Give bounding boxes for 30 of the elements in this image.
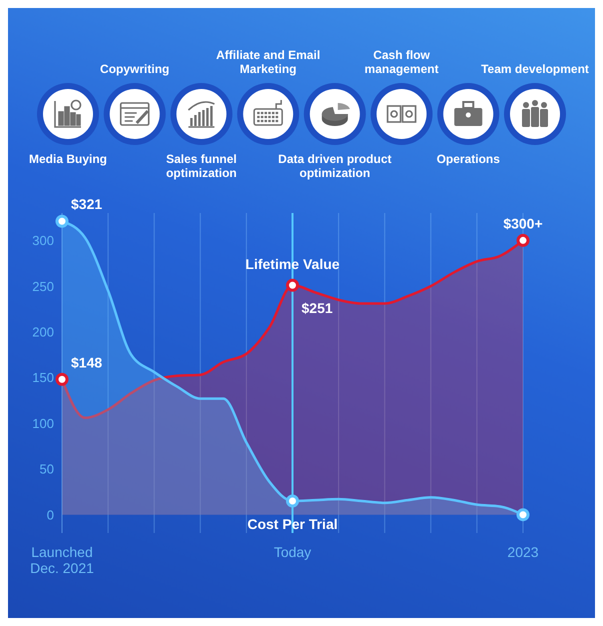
x-tick-label: Launched Dec. 2021 [30, 544, 94, 576]
data-label: $300+ [503, 215, 543, 232]
y-tick-label: 200 [32, 324, 54, 340]
data-label: $321 [71, 196, 102, 212]
point [286, 494, 299, 508]
x-tick-label: 2023 [507, 544, 539, 560]
data-label: $148 [71, 354, 102, 370]
x-tick-label: Today [274, 544, 312, 560]
text: Media Buying [28, 152, 108, 166]
series-label: Cost Per Trial [247, 516, 338, 532]
data-label: $251 [302, 300, 333, 316]
point [516, 508, 530, 522]
point [56, 372, 68, 386]
y-tick-label: 150 [32, 370, 54, 386]
text: Operations [436, 152, 501, 166]
point [286, 278, 299, 292]
y-tick-label: 50 [40, 462, 54, 477]
text: Affiliate and Email Marketing [215, 48, 322, 76]
point [516, 234, 530, 247]
text: Data driven product optimization [277, 152, 393, 180]
y-tick-label: 300 [32, 233, 54, 248]
text: Copywriting [99, 62, 170, 76]
text: Team development [480, 62, 590, 76]
point [56, 214, 68, 228]
y-tick-label: 250 [32, 278, 54, 294]
y-tick-label: 100 [32, 416, 54, 431]
y-tick-label: 0 [46, 507, 54, 522]
text: Sales funnel optimization [165, 152, 238, 180]
series-label: Lifetime Value [245, 256, 340, 272]
text: Cash flow management [364, 48, 440, 76]
